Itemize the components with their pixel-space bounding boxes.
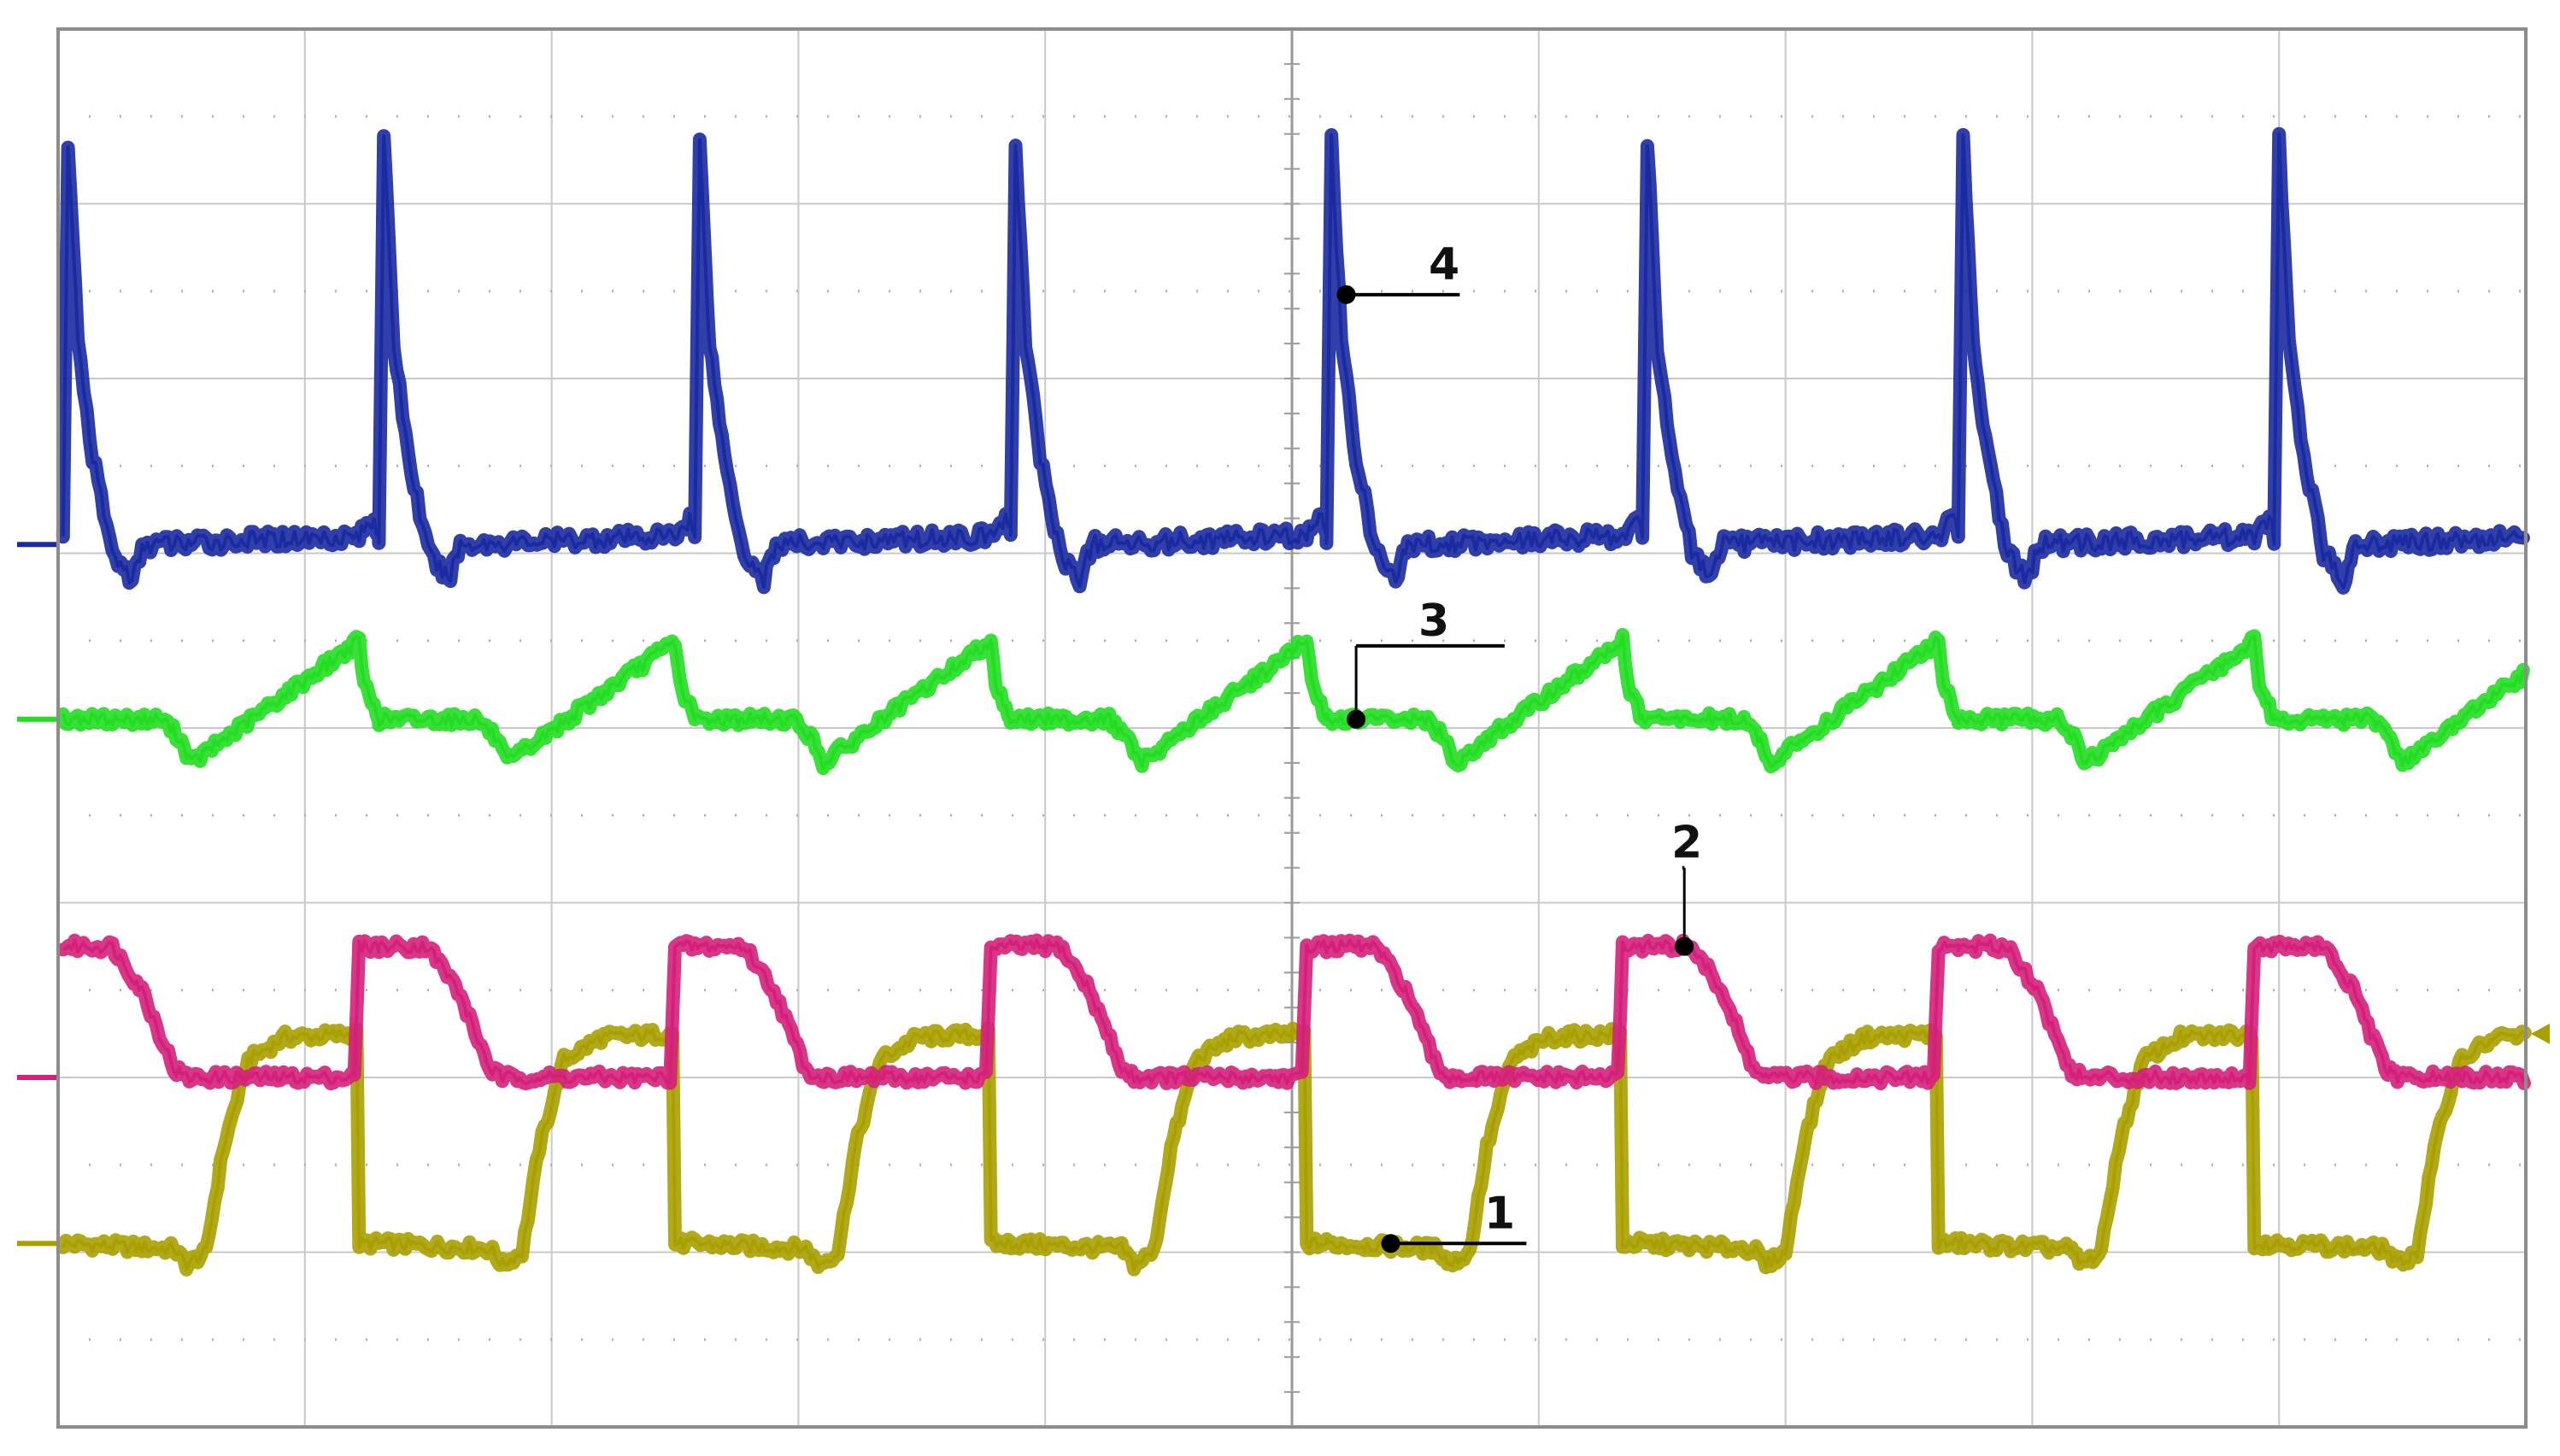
traces (56, 126, 2532, 1277)
trace-1-noise (61, 1026, 2526, 1271)
trace-3-noise (61, 632, 2525, 771)
trace-annotations: 1 2 3 4 (1336, 239, 1702, 1253)
annotation-label-4: 4 (1429, 239, 1459, 291)
trigger-level-marker (2531, 1023, 2550, 1044)
trace-4-noise (61, 132, 2524, 590)
trace-2-noise (62, 938, 2526, 1086)
channel-ground-markers (17, 542, 2550, 1247)
annotation-label-1: 1 (1484, 1188, 1515, 1239)
plot-frame (56, 27, 2528, 1429)
annotation-label-2: 2 (1671, 818, 1702, 869)
annotation-label-3: 3 (1418, 596, 1449, 647)
